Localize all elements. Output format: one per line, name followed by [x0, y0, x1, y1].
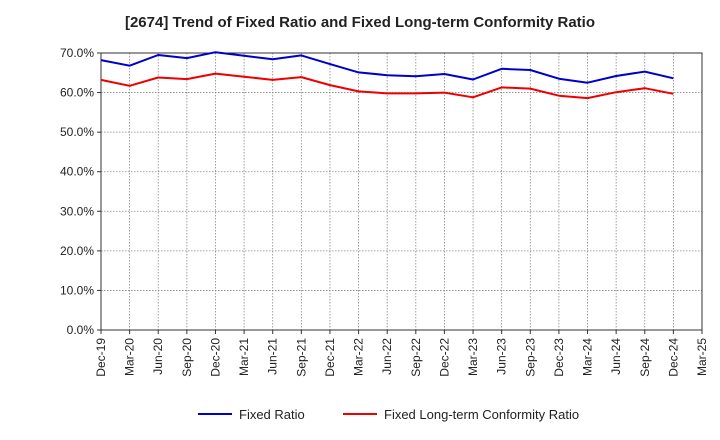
- x-tick-label: Jun-23: [495, 338, 509, 375]
- x-tick-label: Sep-24: [638, 338, 652, 377]
- x-tick-label: Mar-22: [352, 338, 366, 376]
- y-tick-label: 60.0%: [60, 86, 94, 100]
- x-tick-label: Dec-21: [323, 338, 337, 377]
- x-tick-label: Dec-20: [208, 338, 222, 377]
- x-tick-label: Dec-23: [552, 338, 566, 377]
- x-tick-label: Mar-20: [123, 338, 137, 376]
- x-tick-label: Mar-23: [466, 338, 480, 376]
- y-tick-label: 40.0%: [60, 165, 94, 179]
- x-tick-label: Sep-20: [180, 338, 194, 377]
- x-tick-label: Sep-23: [523, 338, 537, 377]
- series-line-fixed-ratio: [100, 51, 674, 84]
- y-tick-label: 10.0%: [60, 283, 94, 297]
- x-tick-label: Dec-22: [437, 338, 451, 377]
- x-tick-label: Dec-24: [666, 338, 680, 377]
- x-tick-label: Jun-22: [380, 338, 394, 375]
- x-tick-label: Jun-20: [151, 338, 165, 375]
- y-tick-label: 30.0%: [60, 204, 94, 218]
- y-tick-label: 20.0%: [60, 244, 94, 258]
- x-tick-label: Jun-21: [266, 338, 280, 375]
- x-tick-label: Mar-21: [237, 338, 251, 376]
- legend-label: Fixed Ratio: [239, 407, 305, 422]
- x-tick-label: Mar-24: [581, 338, 595, 376]
- x-tick-label: Dec-19: [94, 338, 108, 377]
- y-tick-label: 50.0%: [60, 125, 94, 139]
- legend-label: Fixed Long-term Conformity Ratio: [384, 407, 579, 422]
- x-tick-label: Mar-25: [695, 338, 709, 376]
- chart-title: [2674] Trend of Fixed Ratio and Fixed Lo…: [124, 14, 596, 31]
- y-tick-label: 0.0%: [67, 323, 95, 337]
- y-tick-label: 70.0%: [60, 46, 94, 60]
- series-line-fixed-long-term-conformity-ratio: [100, 72, 674, 100]
- x-tick-label: Sep-22: [409, 338, 423, 377]
- x-tick-label: Jun-24: [609, 338, 623, 375]
- x-tick-label: Sep-21: [294, 338, 308, 377]
- plot-frame: [100, 52, 703, 331]
